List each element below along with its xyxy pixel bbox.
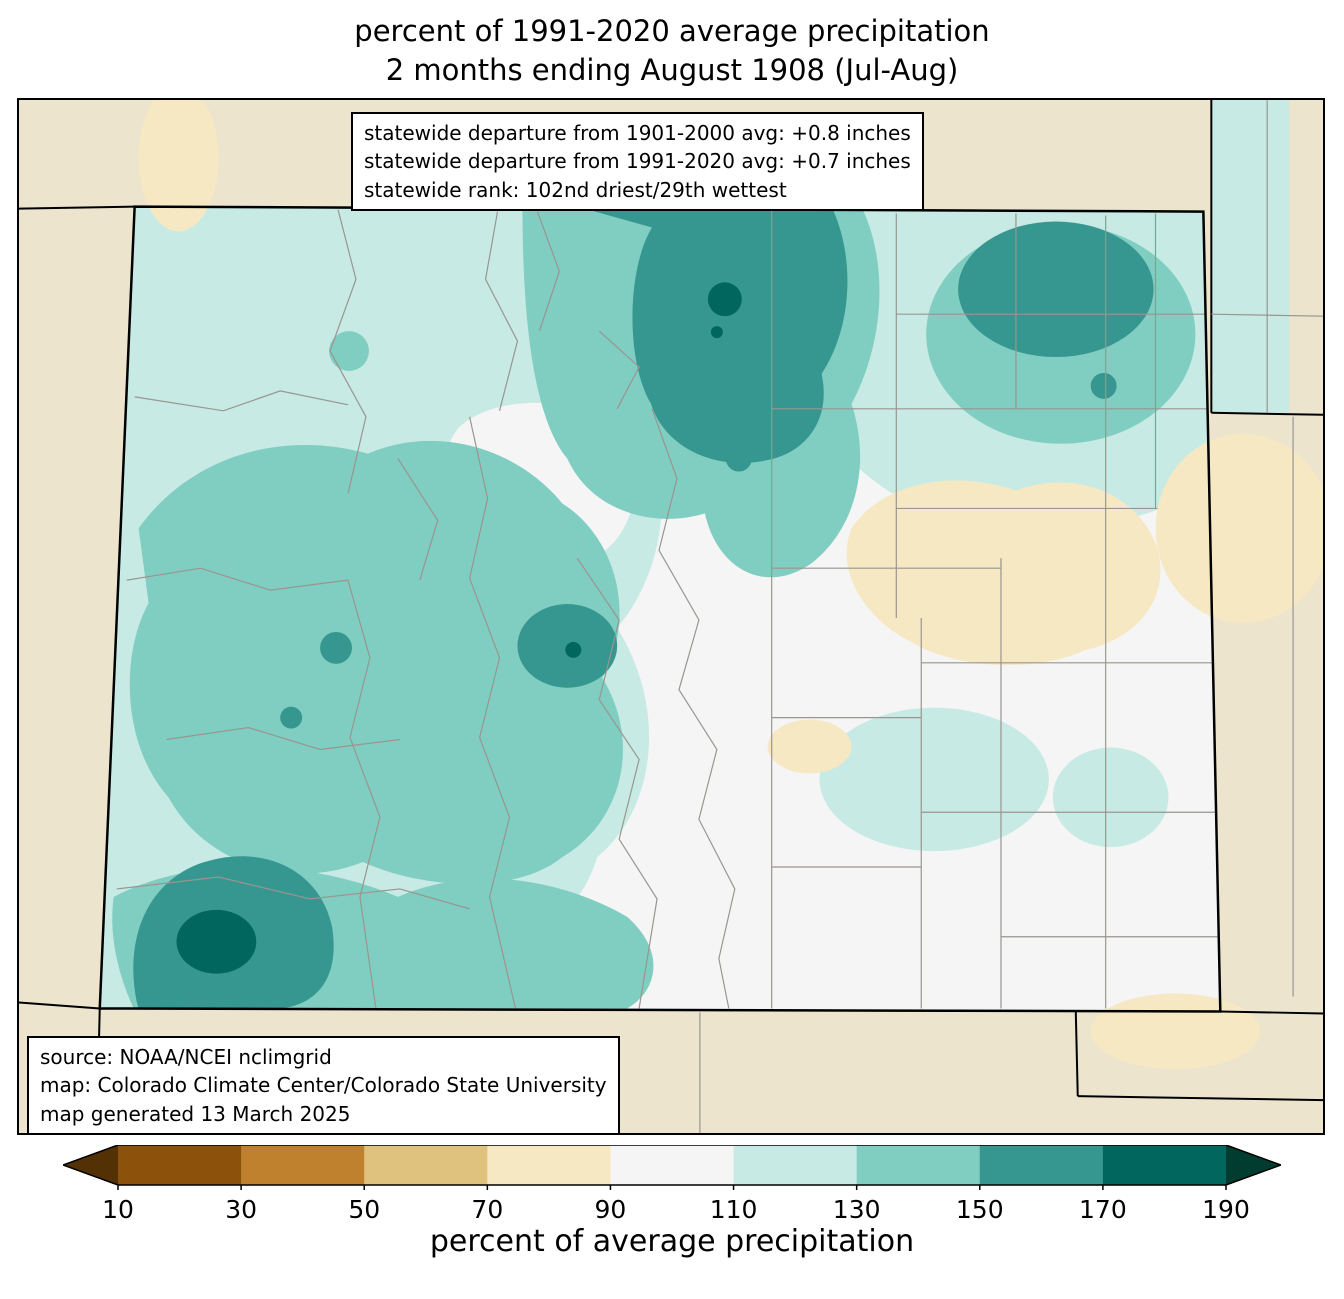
colorbar-tick-label: 150 (956, 1195, 1004, 1224)
contour-70-90 (767, 480, 1161, 774)
page-title: percent of 1991-2020 average precipitati… (0, 12, 1344, 90)
source-line-2: map: Colorado Climate Center/Colorado St… (40, 1073, 607, 1098)
neighbor-state-borders (19, 100, 1323, 1133)
county-borders (116, 209, 1221, 1009)
colorbar-under-arrow (63, 1145, 118, 1185)
stats-line-3: statewide rank: 102nd driest/29th wettes… (364, 177, 787, 202)
colorbar-tick-label: 110 (710, 1195, 758, 1224)
colorbar-tick-label: 190 (1202, 1195, 1250, 1224)
colorbar-segment (487, 1145, 612, 1185)
colorbar-tick-label: 30 (225, 1195, 257, 1224)
colorbar-tick-label: 70 (471, 1195, 503, 1224)
title-line-2: 2 months ending August 1908 (Jul-Aug) (385, 52, 959, 87)
colorbar-segment (241, 1145, 365, 1185)
neighbor-county-borders (699, 100, 1323, 1133)
colorbar-tick-label: 130 (833, 1195, 881, 1224)
colorbar-tick-label: 90 (595, 1195, 627, 1224)
colorbar: 10 30 50 70 90 110 130 150 170 190 (60, 1144, 1284, 1229)
colorbar-segment (733, 1145, 858, 1185)
cross-border-dry-patches (138, 100, 1323, 1070)
stats-line-2: statewide departure from 1991-2020 avg: … (364, 149, 911, 174)
map-canvas (19, 100, 1323, 1133)
colorado-precipitation-map: statewide departure from 1901-2000 avg: … (17, 98, 1325, 1135)
colorbar-tick-label: 10 (102, 1195, 134, 1224)
colorbar-segment (118, 1145, 242, 1185)
colorbar-tick-label: 50 (348, 1195, 380, 1224)
title-line-1: percent of 1991-2020 average precipitati… (354, 14, 990, 48)
source-line-1: source: NOAA/NCEI nclimgrid (40, 1045, 332, 1069)
colorbar-segment (856, 1145, 981, 1185)
stats-box: statewide departure from 1901-2000 avg: … (351, 112, 924, 212)
colorbar-tick-label: 170 (1079, 1195, 1127, 1224)
neighbor-contours (1211, 100, 1290, 413)
contour-field (99, 206, 1221, 1012)
colorbar-over-arrow (1226, 1145, 1281, 1185)
colorbar-label: percent of average precipitation (429, 1224, 915, 1259)
source-line-3: map generated 13 March 2025 (40, 1101, 351, 1126)
colorbar-segment (364, 1145, 488, 1185)
colorbar-canvas: 10 30 50 70 90 110 130 150 170 190 (60, 1144, 1284, 1224)
contour-170-190 (176, 282, 742, 974)
colorbar-segment (610, 1145, 735, 1185)
source-box: source: NOAA/NCEI nclimgrid map: Colorad… (27, 1036, 620, 1133)
colorbar-segment (979, 1145, 1104, 1185)
stats-line-1: statewide departure from 1901-2000 avg: … (364, 121, 911, 145)
colorbar-segment (1102, 1145, 1227, 1185)
